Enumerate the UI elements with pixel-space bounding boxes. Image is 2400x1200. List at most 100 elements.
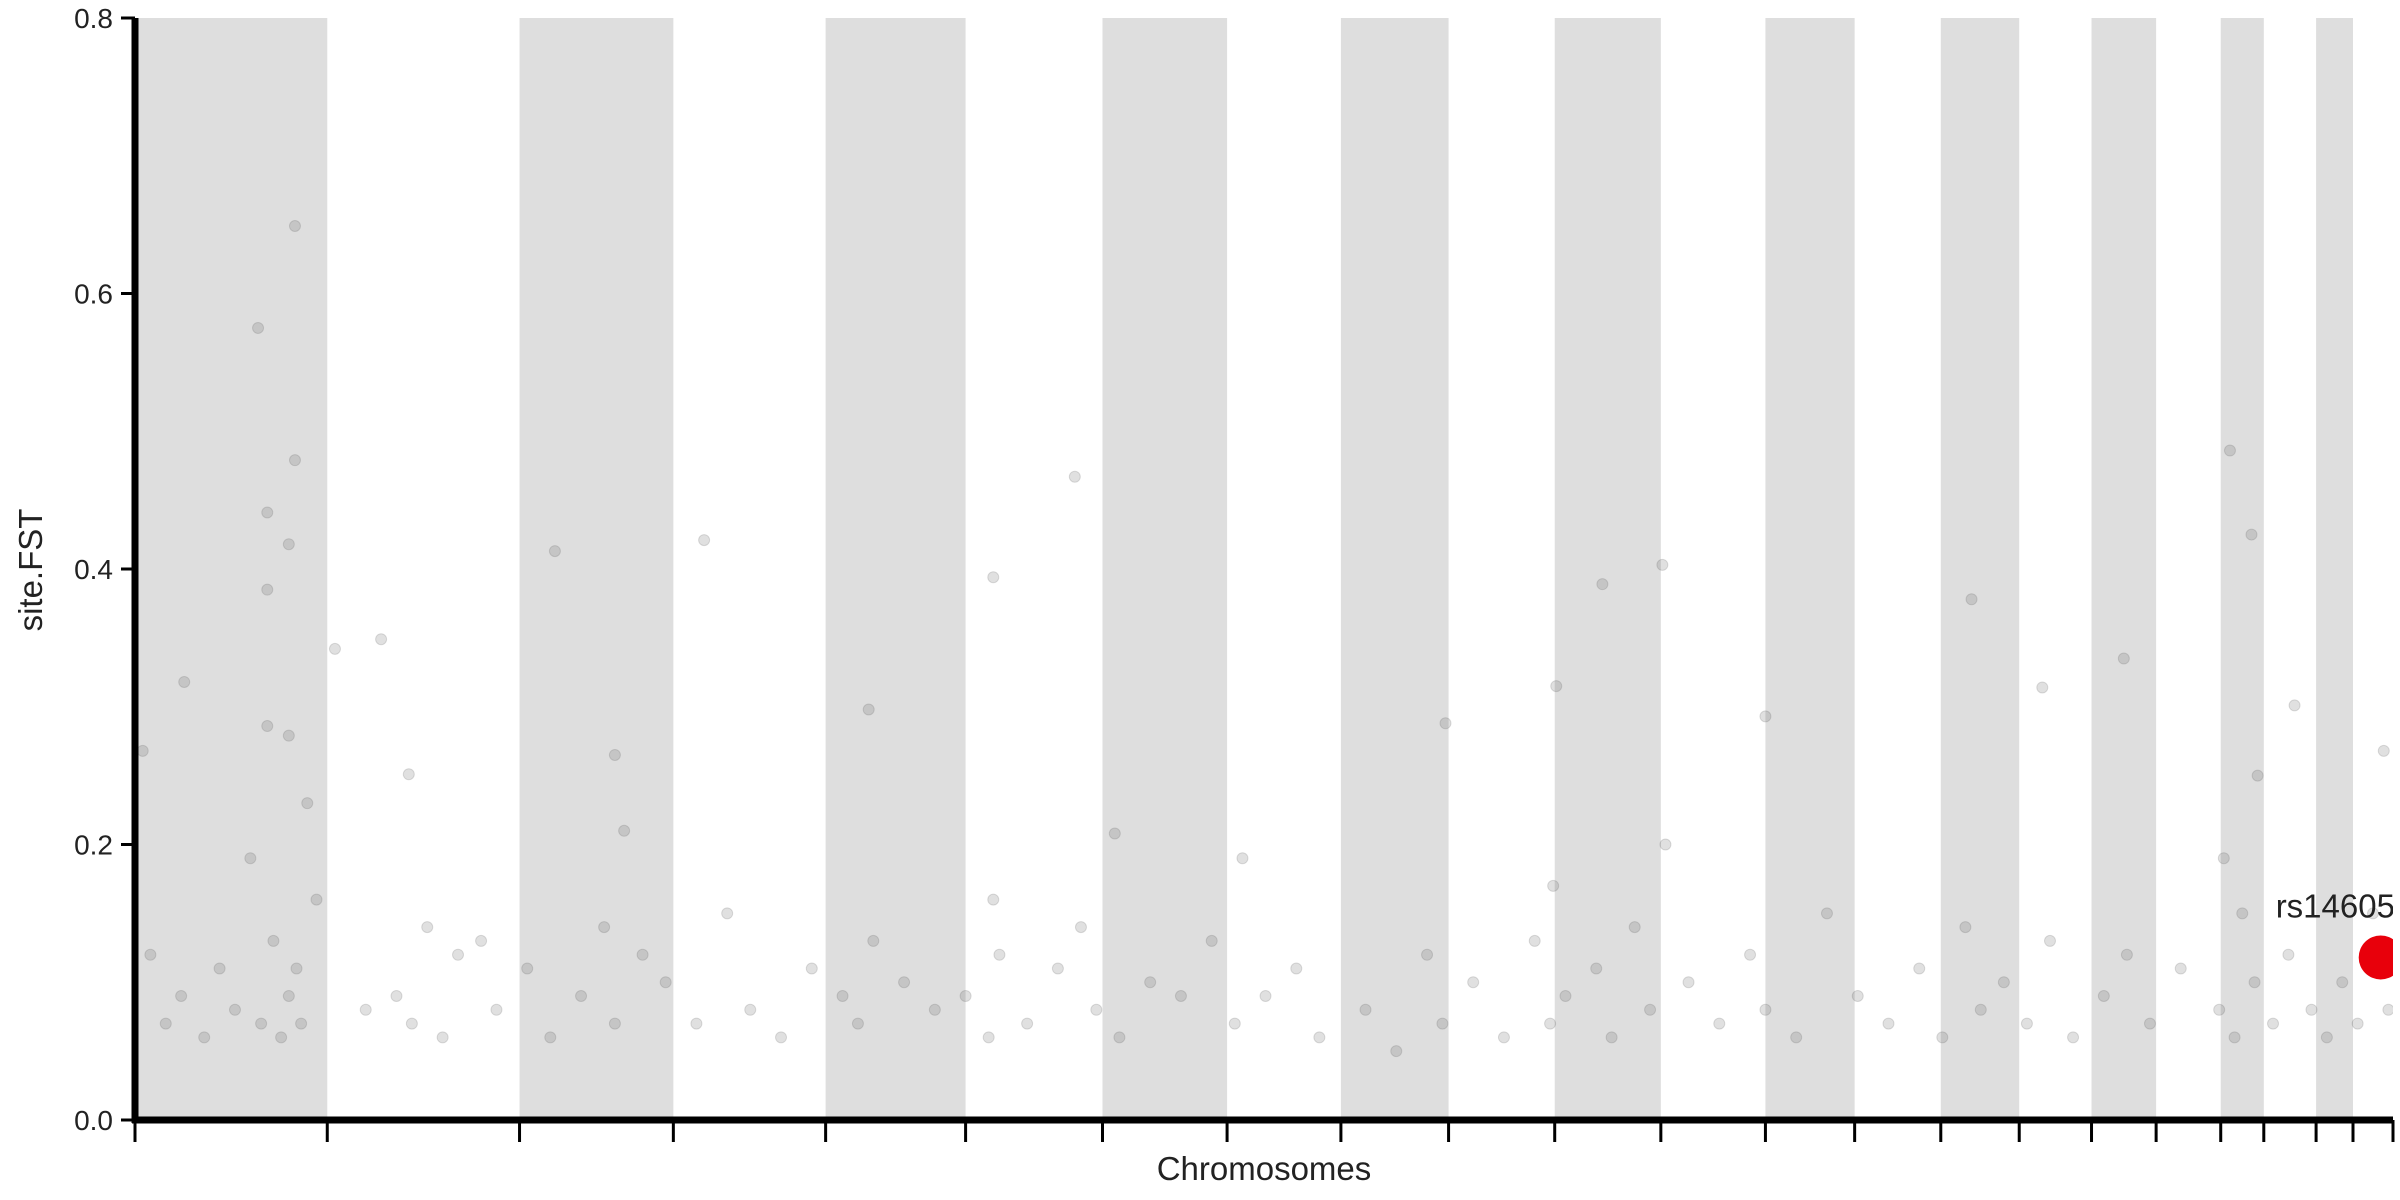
snp-point bbox=[282, 538, 295, 551]
snp-point bbox=[698, 534, 711, 547]
snp-point bbox=[282, 729, 295, 742]
snp-point bbox=[636, 948, 649, 961]
snp-point bbox=[295, 1017, 308, 1030]
snp-point bbox=[2305, 1003, 2318, 1016]
snp-point bbox=[1467, 976, 1480, 989]
snp-point bbox=[1421, 948, 1434, 961]
snp-point bbox=[598, 921, 611, 934]
snp-point bbox=[836, 990, 849, 1003]
snp-point bbox=[1021, 1017, 1034, 1030]
snp-point bbox=[1659, 838, 1672, 851]
snp-point bbox=[288, 220, 301, 233]
snp-point bbox=[2213, 1003, 2226, 1016]
snp-point bbox=[928, 1003, 941, 1016]
snp-point bbox=[1074, 921, 1087, 934]
snp-point bbox=[261, 720, 274, 733]
snp-point bbox=[1682, 976, 1695, 989]
snp-point bbox=[862, 703, 875, 716]
snp-point bbox=[2228, 1031, 2241, 1044]
snp-point bbox=[252, 321, 265, 334]
snp-point bbox=[328, 642, 341, 655]
snp-point bbox=[405, 1017, 418, 1030]
snp-point bbox=[159, 1017, 172, 1030]
snp-point bbox=[1359, 1003, 1372, 1016]
snp-point bbox=[2120, 948, 2133, 961]
snp-point bbox=[402, 768, 415, 781]
snp-point bbox=[2251, 769, 2264, 782]
snp-point bbox=[436, 1031, 449, 1044]
snp-point bbox=[690, 1017, 703, 1030]
snp-point bbox=[136, 744, 149, 757]
chromosome-band bbox=[519, 18, 674, 1120]
snp-point bbox=[987, 571, 1000, 584]
snp-point bbox=[1596, 578, 1609, 591]
snp-point bbox=[1108, 827, 1121, 840]
snp-point bbox=[1290, 962, 1303, 975]
snp-point bbox=[1559, 990, 1572, 1003]
snp-point bbox=[1913, 962, 1926, 975]
snp-point bbox=[1851, 990, 1864, 1003]
snp-point bbox=[2336, 976, 2349, 989]
snp-point bbox=[1497, 1031, 1510, 1044]
snp-point bbox=[982, 1031, 995, 1044]
snp-point bbox=[2217, 852, 2230, 865]
snp-point bbox=[544, 1031, 557, 1044]
snp-point bbox=[1605, 1031, 1618, 1044]
snp-point bbox=[659, 976, 672, 989]
snp-point bbox=[175, 990, 188, 1003]
y-axis-label: site.FST bbox=[12, 509, 49, 632]
snp-point bbox=[490, 1003, 503, 1016]
snp-point bbox=[993, 948, 1006, 961]
snp-point bbox=[2236, 907, 2249, 920]
chromosome-band bbox=[1940, 18, 2020, 1120]
y-tick-label: 0.0 bbox=[74, 1105, 113, 1136]
snp-point bbox=[290, 962, 303, 975]
snp-point bbox=[1644, 1003, 1657, 1016]
snp-point bbox=[267, 934, 280, 947]
snp-point bbox=[198, 1031, 211, 1044]
snp-point bbox=[2320, 1031, 2333, 1044]
snp-point bbox=[608, 748, 621, 761]
snp-point bbox=[775, 1031, 788, 1044]
chromosome-band bbox=[2316, 18, 2354, 1120]
snp-point bbox=[1936, 1031, 1949, 1044]
snp-point bbox=[1259, 990, 1272, 1003]
snp-point bbox=[178, 675, 191, 688]
snp-point bbox=[1820, 907, 1833, 920]
snp-point bbox=[744, 1003, 757, 1016]
snp-point bbox=[282, 990, 295, 1003]
snp-point bbox=[1965, 593, 1978, 606]
snp-point bbox=[275, 1031, 288, 1044]
snp-point bbox=[721, 907, 734, 920]
snp-point bbox=[1228, 1017, 1241, 1030]
snp-point bbox=[1628, 921, 1641, 934]
snp-point bbox=[2288, 699, 2301, 712]
snp-point bbox=[1997, 976, 2010, 989]
snp-point bbox=[1090, 1003, 1103, 1016]
snp-point bbox=[475, 934, 488, 947]
snp-point bbox=[1590, 962, 1603, 975]
snp-point bbox=[1713, 1017, 1726, 1030]
snp-point bbox=[1439, 717, 1452, 730]
snp-point bbox=[452, 948, 465, 961]
snp-point bbox=[375, 633, 388, 646]
snp-point bbox=[2377, 744, 2390, 757]
x-axis-label: Chromosomes bbox=[1157, 1150, 1372, 1187]
y-tick-label: 0.6 bbox=[74, 279, 113, 310]
snp-point bbox=[1051, 962, 1064, 975]
snp-point bbox=[359, 1003, 372, 1016]
snp-point bbox=[898, 976, 911, 989]
snp-point bbox=[1236, 852, 1249, 865]
snp-point bbox=[959, 990, 972, 1003]
snp-point bbox=[2143, 1017, 2156, 1030]
snp-point bbox=[1174, 990, 1187, 1003]
snp-point bbox=[2036, 681, 2049, 694]
chromosome-band bbox=[2091, 18, 2157, 1120]
snp-point bbox=[1436, 1017, 1449, 1030]
snp-point bbox=[548, 545, 561, 558]
snp-point bbox=[1959, 921, 1972, 934]
chromosome-band bbox=[1765, 18, 1855, 1120]
chromosome-band bbox=[135, 18, 328, 1120]
snp-point bbox=[805, 962, 818, 975]
